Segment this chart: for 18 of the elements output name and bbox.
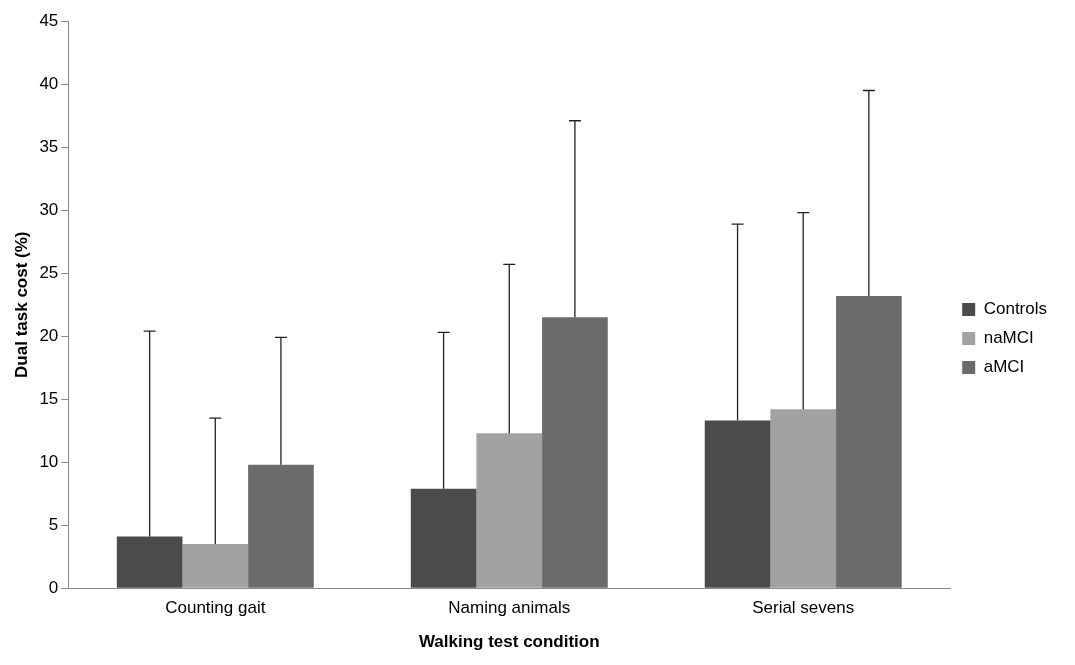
y-tick-label: 45 [39,10,59,30]
x-tick-label: Serial sevens [752,598,855,618]
legend-label: Controls [983,299,1048,319]
y-tick-label: 20 [39,325,59,345]
y-tick-label: 5 [48,514,59,534]
x-tick-label: Counting gait [165,598,266,618]
y-tick-label: 0 [48,577,59,597]
y-tick-label: 35 [39,136,59,156]
x-axis-title: Walking test condition [418,632,600,652]
y-tick-label: 15 [39,388,59,408]
legend-label: naMCI [983,328,1034,348]
y-tick-label: 10 [39,451,59,471]
y-tick-label: 30 [39,199,59,219]
legend-label: aMCI [983,357,1025,377]
y-axis-title: Dual task cost (%) [11,231,31,378]
x-tick-label: Naming animals [448,598,571,618]
y-tick-label: 25 [39,262,59,282]
y-tick-label: 40 [39,73,59,93]
